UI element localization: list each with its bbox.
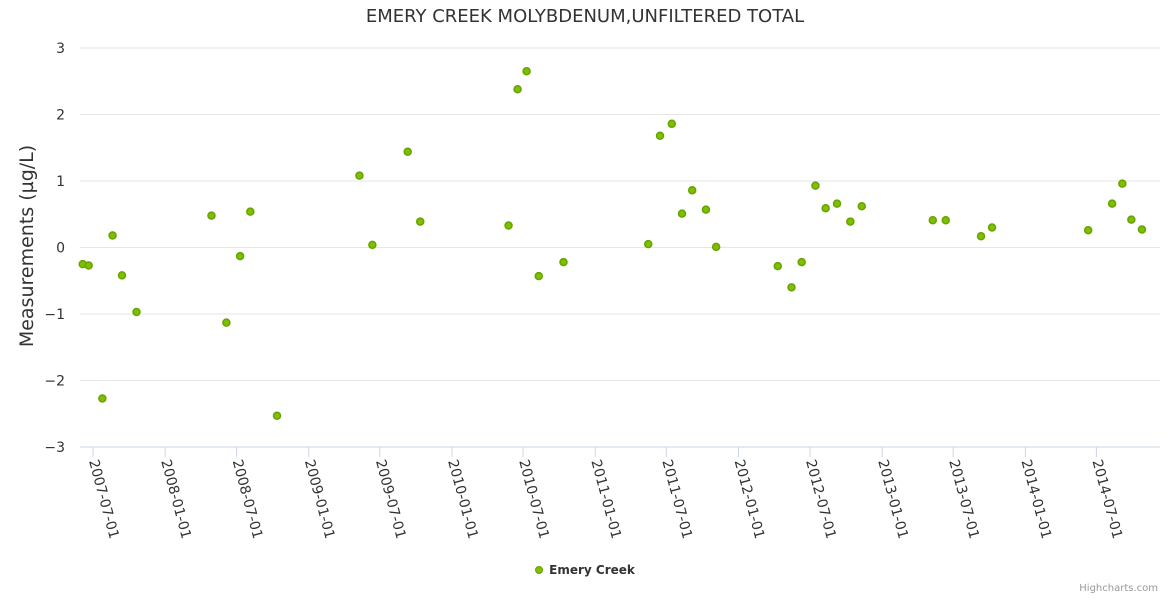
- data-point: [687, 186, 697, 195]
- data-point: [677, 209, 687, 218]
- data-point: [98, 394, 107, 403]
- y-tick-label: −1: [44, 307, 65, 323]
- grid-lines: [80, 47, 1160, 381]
- data-point: [1127, 215, 1136, 224]
- data-point: [272, 411, 282, 420]
- data-point: [246, 207, 255, 216]
- data-point: [222, 318, 231, 327]
- data-point: [504, 221, 513, 230]
- data-point: [355, 171, 364, 180]
- y-axis-label: Measurements (µg/L): [16, 145, 38, 347]
- x-tick-label: 2013-07-01: [945, 458, 982, 541]
- axes: 3 2 1 0 −1 −2 −3 2007-07-01 2008-01-01 2008-07-01…: [44, 41, 1160, 541]
- x-tick-label: 2010-07-01: [515, 458, 552, 541]
- data-point: [941, 215, 950, 225]
- data-point: [655, 131, 665, 141]
- data-point: [207, 211, 216, 220]
- y-tick-label: 2: [56, 108, 65, 124]
- y-tick-label: −3: [44, 440, 65, 456]
- data-point: [403, 147, 412, 156]
- x-tick-label: 2008-01-01: [157, 458, 194, 541]
- data-point: [522, 67, 531, 76]
- x-tick-label: 2014-01-01: [1018, 458, 1055, 541]
- data-point: [811, 181, 820, 190]
- data-point: [928, 215, 938, 225]
- legend: Emery Creek: [0, 563, 1170, 577]
- data-point: [534, 271, 544, 281]
- x-tick-label: 2011-07-01: [658, 458, 695, 541]
- data-point: [787, 283, 796, 292]
- data-point: [559, 257, 568, 267]
- data-point: [701, 205, 711, 214]
- credits-link[interactable]: Highcharts.com: [1079, 583, 1158, 594]
- x-tick-label: 2011-01-01: [587, 458, 624, 541]
- data-point: [832, 199, 842, 208]
- data-point: [1137, 225, 1147, 234]
- data-point: [987, 223, 997, 232]
- x-tick-label: 2012-01-01: [731, 458, 768, 541]
- data-point: [821, 204, 830, 213]
- data-point: [132, 307, 141, 317]
- data-point: [644, 239, 653, 249]
- data-point: [797, 257, 806, 267]
- data-point: [846, 217, 855, 226]
- x-tick-label: 2010-01-01: [444, 458, 481, 541]
- y-tick-label: −2: [44, 374, 65, 390]
- data-point: [711, 242, 721, 252]
- data-point: [84, 261, 93, 270]
- x-tick-label: 2009-07-01: [372, 458, 409, 541]
- data-point: [1083, 225, 1093, 235]
- data-point: [415, 217, 425, 226]
- data-points: [78, 67, 1147, 420]
- chart-title: EMERY CREEK MOLYBDENUM,UNFILTERED TOTAL: [365, 6, 805, 27]
- legend-label: Emery Creek: [549, 563, 635, 577]
- x-tick-label: 2012-07-01: [802, 458, 839, 541]
- data-point: [513, 84, 522, 94]
- x-tick-label: 2009-01-01: [301, 458, 338, 541]
- y-tick-label: 1: [56, 174, 65, 190]
- y-tick-label: 0: [56, 241, 65, 257]
- data-point: [117, 271, 127, 280]
- x-tick-label: 2007-07-01: [85, 458, 122, 541]
- data-point: [773, 261, 783, 271]
- data-point: [976, 231, 986, 241]
- y-tick-label: 3: [56, 41, 65, 57]
- data-point: [857, 202, 866, 211]
- data-point: [1107, 199, 1117, 208]
- legend-item-emery-creek[interactable]: Emery Creek: [535, 563, 635, 577]
- x-tick-label: 2013-01-01: [874, 458, 911, 541]
- x-tick-label: 2008-07-01: [229, 458, 266, 541]
- data-point: [235, 251, 245, 261]
- data-point: [1118, 179, 1127, 188]
- legend-marker-icon: [535, 566, 544, 574]
- x-tick-label: 2014-07-01: [1089, 458, 1126, 541]
- data-point: [108, 231, 117, 240]
- data-point: [667, 119, 677, 129]
- data-point: [368, 240, 377, 250]
